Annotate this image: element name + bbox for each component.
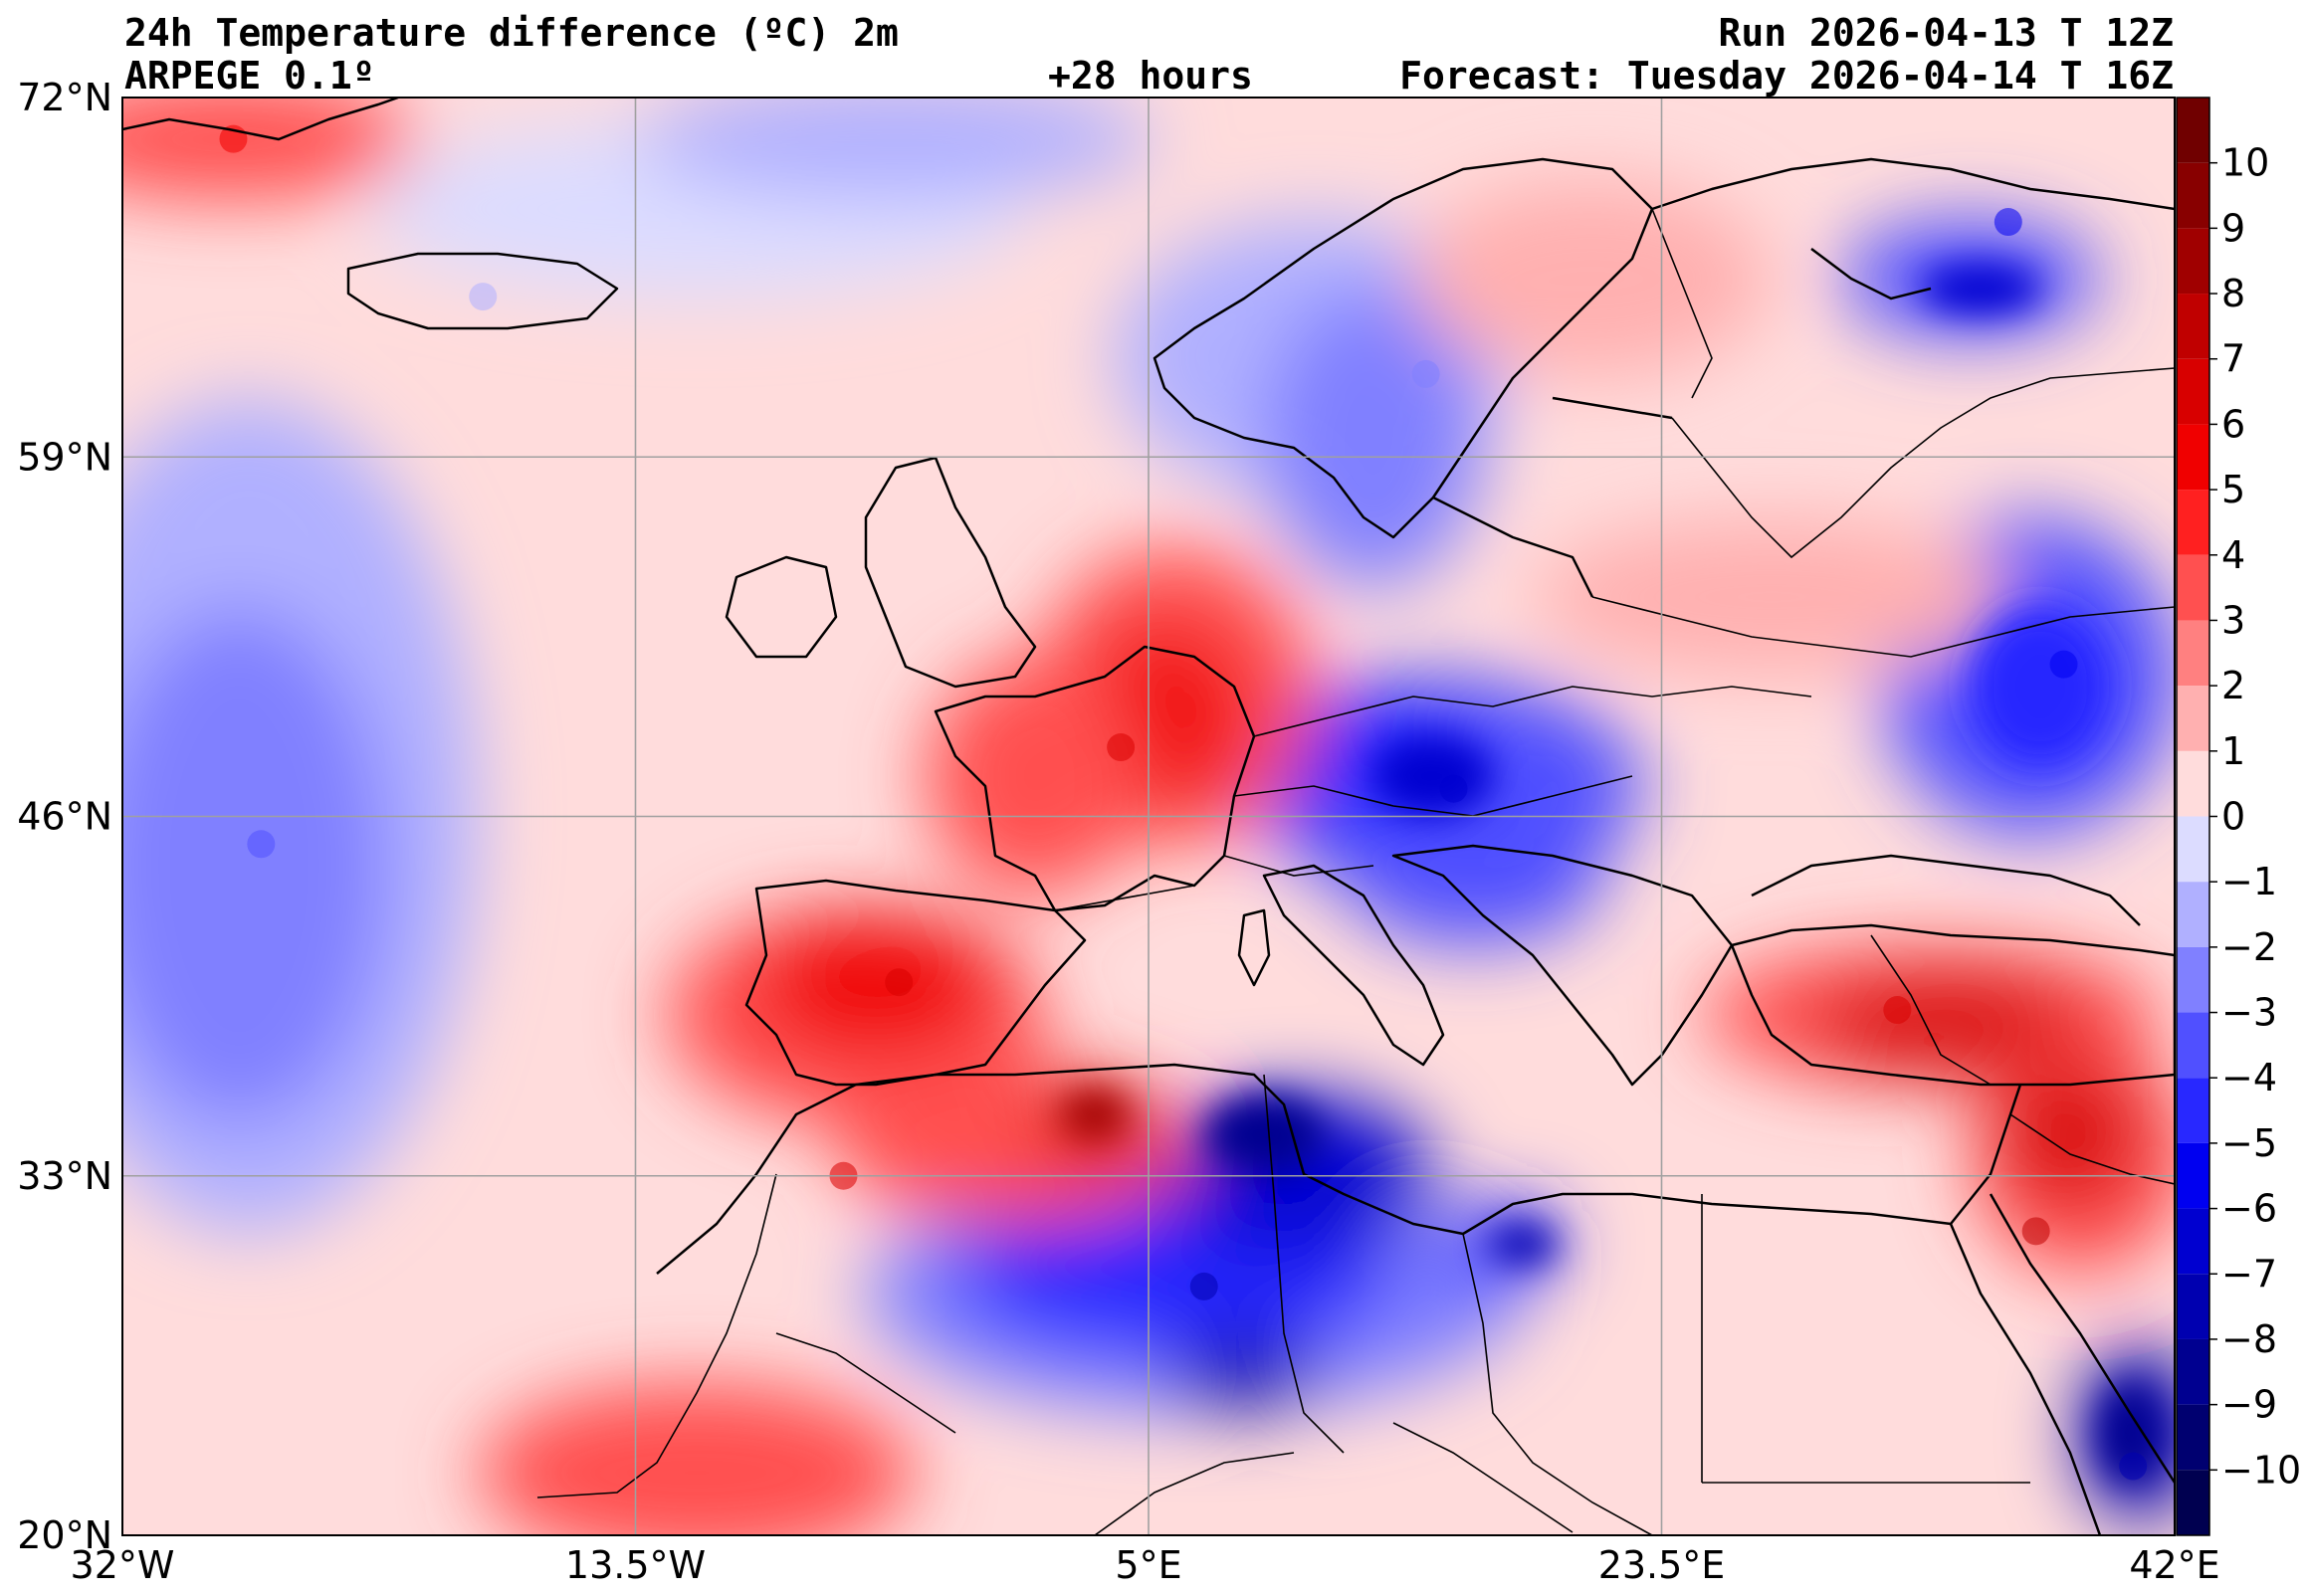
graticule: [122, 98, 2175, 1535]
colorbar-tick-label: 3: [2221, 598, 2245, 642]
lon-axis-labels: 32°W 13.5°W 5°E 23.5°E 42°E: [71, 1543, 2220, 1587]
region-iceland: [469, 283, 498, 311]
colorbar-tick-label: −7: [2221, 1252, 2277, 1296]
map-panel[interactable]: [20, 80, 2200, 1562]
colorbar-tick-label: −8: [2221, 1317, 2277, 1361]
lon-tick-label: 5°E: [1115, 1543, 1181, 1587]
lat-tick-label: 33°N: [17, 1154, 112, 1198]
colorbar-tick-label: −10: [2221, 1448, 2301, 1492]
model-label: ARPEGE 0.1º: [124, 54, 375, 98]
colorbar-band-warm: [2177, 228, 2209, 295]
region-russia: [2049, 650, 2078, 679]
colorbar-band-warm: [2177, 554, 2209, 621]
region-iberia: [885, 968, 914, 997]
colorbar-tick-label: 4: [2221, 533, 2245, 577]
colorbar-band-cold: [2177, 1470, 2209, 1535]
colorbar-tick-label: 2: [2221, 664, 2245, 707]
region-france-germany: [1107, 733, 1136, 762]
coastlines: [122, 98, 2175, 1535]
lead-time-label: +28 hours: [1048, 54, 1253, 98]
colorbar-band-warm: [2177, 490, 2209, 555]
region-red-sea: [2119, 1452, 2148, 1481]
region-atlantic-west: [247, 830, 276, 859]
colorbar-band-cold: [2177, 816, 2209, 883]
colorbar-tick-label: 6: [2221, 402, 2245, 446]
colorbar-tick-label: 9: [2221, 206, 2245, 250]
region-scandinavia: [1411, 359, 1440, 388]
colorbar-band-cold: [2177, 946, 2209, 1013]
colorbar-band-cold: [2177, 1012, 2209, 1079]
region-alps-balkans: [1439, 774, 1468, 803]
anomaly-cores: [1060, 264, 2160, 1483]
lat-tick-label: 20°N: [17, 1513, 112, 1557]
colorbar-tick-label: −6: [2221, 1187, 2277, 1231]
colorbar-tick-label: −3: [2221, 991, 2277, 1035]
colorbar-band-cold: [2177, 1142, 2209, 1209]
colorbar-band-cold: [2177, 1274, 2209, 1339]
colorbar-band-cold: [2177, 882, 2209, 947]
lat-tick-label: 59°N: [17, 435, 112, 479]
region-kola: [1994, 208, 2022, 237]
colorbar-tick-label: −9: [2221, 1383, 2277, 1427]
region-algeria-libya: [1189, 1272, 1218, 1300]
colorbar-band-cold: [2177, 1338, 2209, 1405]
colorbar-band-cold: [2177, 1078, 2209, 1143]
lon-tick-label: 13.5°W: [565, 1543, 706, 1587]
colorbar-band-warm: [2177, 750, 2209, 817]
lon-tick-label: 42°E: [2129, 1543, 2219, 1587]
lon-tick-label: 23.5°E: [1598, 1543, 1726, 1587]
colorbar-band-warm: [2177, 620, 2209, 687]
colorbar-band-cold: [2177, 1208, 2209, 1275]
colorbar: [2176, 97, 2210, 1536]
borders: [536, 208, 2175, 1535]
colorbar-tick-label: 7: [2221, 337, 2245, 381]
colorbar-band-cold: [2177, 1404, 2209, 1471]
forecast-label: Forecast: Tuesday 2026-04-14 T 16Z: [1399, 54, 2174, 98]
colorbar-band-warm: [2177, 686, 2209, 751]
colorbar-tick-label: 1: [2221, 729, 2245, 773]
colorbar-tick-label: −5: [2221, 1121, 2277, 1165]
colorbar-band-warm: [2177, 162, 2209, 229]
colorbar-tick-label: −4: [2221, 1056, 2277, 1099]
region-markers: [219, 124, 2148, 1481]
run-label: Run 2026-04-13 T 12Z: [1718, 11, 2174, 55]
region-turkey: [1883, 996, 1912, 1025]
map-title: 24h Temperature difference (ºC) 2m: [124, 11, 899, 55]
colorbar-tick-label: 8: [2221, 272, 2245, 315]
colorbar-tick-label: −1: [2221, 860, 2277, 903]
region-middle-east: [2021, 1217, 2050, 1246]
colorbar-band-warm: [2177, 98, 2209, 163]
lon-tick-label: 32°W: [71, 1543, 175, 1587]
colorbar-tick-label: −2: [2221, 925, 2277, 969]
lat-tick-label: 46°N: [17, 795, 112, 839]
colorbar-band-warm: [2177, 358, 2209, 425]
colorbar-tick-label: 5: [2221, 468, 2245, 511]
colorbar-tick-label: 10: [2221, 141, 2269, 185]
colorbar-band-warm: [2177, 424, 2209, 491]
map-frame: [121, 97, 2176, 1536]
lat-tick-label: 72°N: [17, 76, 112, 119]
lat-axis-labels: 72°N 59°N 46°N 33°N 20°N: [17, 76, 112, 1557]
colorbar-band-warm: [2177, 294, 2209, 359]
colorbar-tick-label: 0: [2221, 795, 2245, 839]
